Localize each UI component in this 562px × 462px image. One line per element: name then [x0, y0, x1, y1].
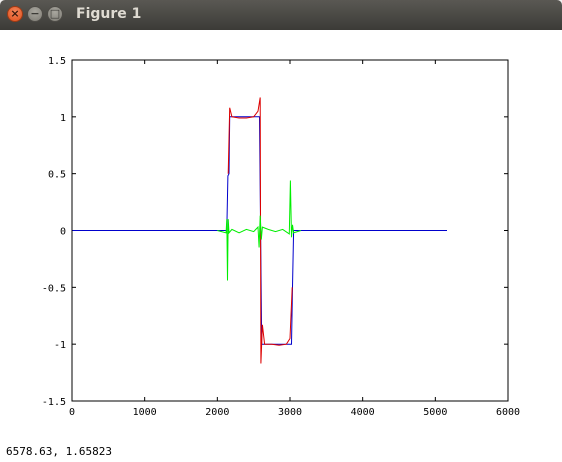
x-tick-label: 1000	[133, 407, 157, 418]
x-tick-label: 5000	[423, 407, 447, 418]
y-tick-label: -1.5	[42, 397, 66, 408]
cursor-coordinates: 6578.63, 1.65823	[6, 445, 112, 458]
y-tick-label: 0	[60, 227, 66, 238]
axes-frame-top	[71, 59, 509, 402]
close-icon[interactable]: ×	[7, 6, 23, 22]
x-tick-label: 0	[69, 407, 75, 418]
minimize-icon[interactable]: −	[27, 6, 43, 22]
series-red-line	[227, 97, 293, 364]
status-bar: 6578.63, 1.65823	[0, 440, 562, 462]
x-tick-label: 2000	[205, 407, 229, 418]
y-tick-label: -1	[54, 340, 66, 351]
line-chart[interactable]: 0 1000 2000 3000 4000 5000 6000 1.5 1 0.5 0 -0.5 -1 -…	[0, 30, 562, 440]
x-tick-label: 4000	[351, 407, 375, 418]
x-tick-label: 3000	[278, 407, 302, 418]
window-title: Figure 1	[76, 6, 142, 22]
y-tick-label: 1.5	[48, 56, 66, 67]
plot-canvas[interactable]: 0 1000 2000 3000 4000 5000 6000 1.5 1 0.5 0 -0.5 -1 -…	[0, 30, 562, 440]
title-bar[interactable]: × − □ Figure 1	[0, 0, 562, 30]
series-green-line	[217, 180, 302, 281]
y-tick-label: 1	[60, 113, 66, 124]
y-tick-label: 0.5	[48, 170, 66, 181]
y-tick-label: -0.5	[42, 283, 66, 294]
x-tick-label: 6000	[496, 407, 520, 418]
maximize-icon[interactable]: □	[47, 6, 63, 22]
